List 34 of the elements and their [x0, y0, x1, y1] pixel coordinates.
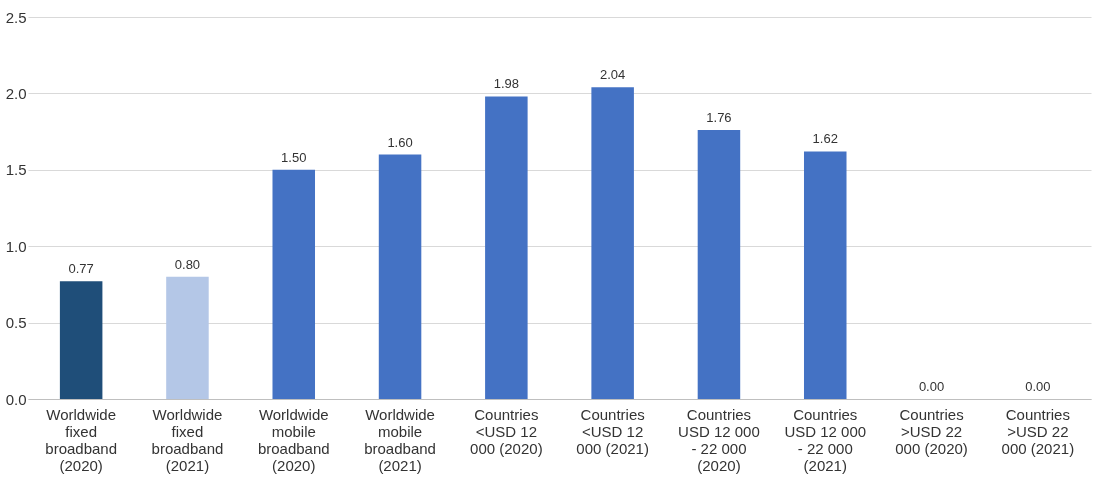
data-label: 1.76	[706, 110, 732, 126]
data-label: 1.98	[493, 76, 520, 92]
y-tick-label: 0.0	[5, 390, 27, 408]
x-tick-label: Worldwide fixed broadband (2021)	[151, 405, 224, 474]
x-tick-label: Countries >USD 22 000 (2021)	[1001, 405, 1075, 457]
y-tick-label: 0.5	[5, 314, 27, 332]
bar	[803, 151, 847, 399]
data-label: 2.04	[599, 67, 626, 83]
x-tick-label: Worldwide mobile broadband (2021)	[364, 405, 436, 474]
x-tick-label: Countries USD 12 000 - 22 000 (2020)	[678, 405, 760, 474]
data-label: 0.00	[1025, 379, 1051, 394]
y-tick-label: 2.0	[5, 84, 27, 102]
bar	[697, 130, 741, 399]
x-tick-label: Worldwide fixed broadband (2020)	[45, 405, 118, 474]
x-tick-label: Countries <USD 12 000 (2021)	[576, 405, 649, 457]
bar	[378, 154, 422, 399]
data-label: 0.00	[918, 379, 945, 394]
x-tick-label: Countries USD 12 000 - 22 000 (2021)	[784, 405, 867, 474]
y-tick-label: 1.0	[5, 237, 27, 255]
bar	[485, 96, 528, 399]
data-label: 1.60	[387, 134, 413, 150]
data-label: 0.77	[68, 261, 94, 277]
bar	[272, 169, 316, 399]
y-tick-label: 1.5	[5, 161, 27, 179]
data-label: 1.50	[281, 149, 307, 165]
x-tick-label: Countries >USD 22 000 (2020)	[895, 405, 968, 457]
data-label: 1.62	[812, 131, 838, 147]
x-tick-label: Countries <USD 12 000 (2020)	[470, 405, 543, 457]
bar	[166, 276, 209, 399]
data-label: 0.80	[174, 256, 201, 272]
x-tick-label: Worldwide mobile broadband (2020)	[257, 405, 330, 474]
bar	[59, 281, 103, 399]
bar	[591, 87, 634, 399]
y-tick-label: 2.5	[5, 8, 27, 26]
